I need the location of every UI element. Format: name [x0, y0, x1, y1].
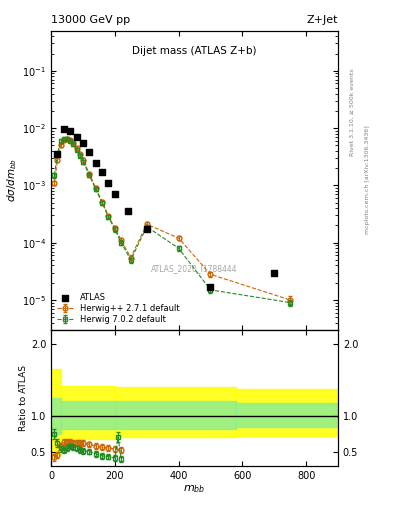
Text: mcplots.cern.ch [arXiv:1306.3436]: mcplots.cern.ch [arXiv:1306.3436]	[365, 125, 371, 233]
Y-axis label: Ratio to ATLAS: Ratio to ATLAS	[19, 365, 28, 431]
ATLAS	[80, 139, 86, 147]
Legend: ATLAS, Herwig++ 2.7.1 default, Herwig 7.0.2 default: ATLAS, Herwig++ 2.7.1 default, Herwig 7.…	[55, 291, 182, 326]
Text: Rivet 3.1.10, ≥ 500k events: Rivet 3.1.10, ≥ 500k events	[350, 69, 355, 157]
ATLAS	[54, 150, 61, 158]
ATLAS	[125, 207, 131, 216]
Text: 13000 GeV pp: 13000 GeV pp	[51, 15, 130, 25]
ATLAS	[67, 126, 73, 135]
ATLAS	[86, 148, 92, 156]
Text: Dijet mass (ATLAS Z+b): Dijet mass (ATLAS Z+b)	[132, 46, 257, 56]
ATLAS	[105, 179, 112, 187]
ATLAS	[93, 159, 99, 167]
Y-axis label: $d\sigma/dm_{bb}$: $d\sigma/dm_{bb}$	[6, 158, 19, 202]
ATLAS	[143, 225, 150, 233]
X-axis label: $m_{bb}$: $m_{bb}$	[184, 483, 206, 495]
ATLAS	[112, 190, 118, 198]
Text: ATLAS_2020_I1788444: ATLAS_2020_I1788444	[151, 264, 238, 273]
Text: Z+Jet: Z+Jet	[307, 15, 338, 25]
ATLAS	[61, 125, 67, 134]
ATLAS	[208, 283, 214, 291]
ATLAS	[73, 133, 80, 141]
ATLAS	[99, 168, 105, 176]
ATLAS	[271, 268, 277, 276]
